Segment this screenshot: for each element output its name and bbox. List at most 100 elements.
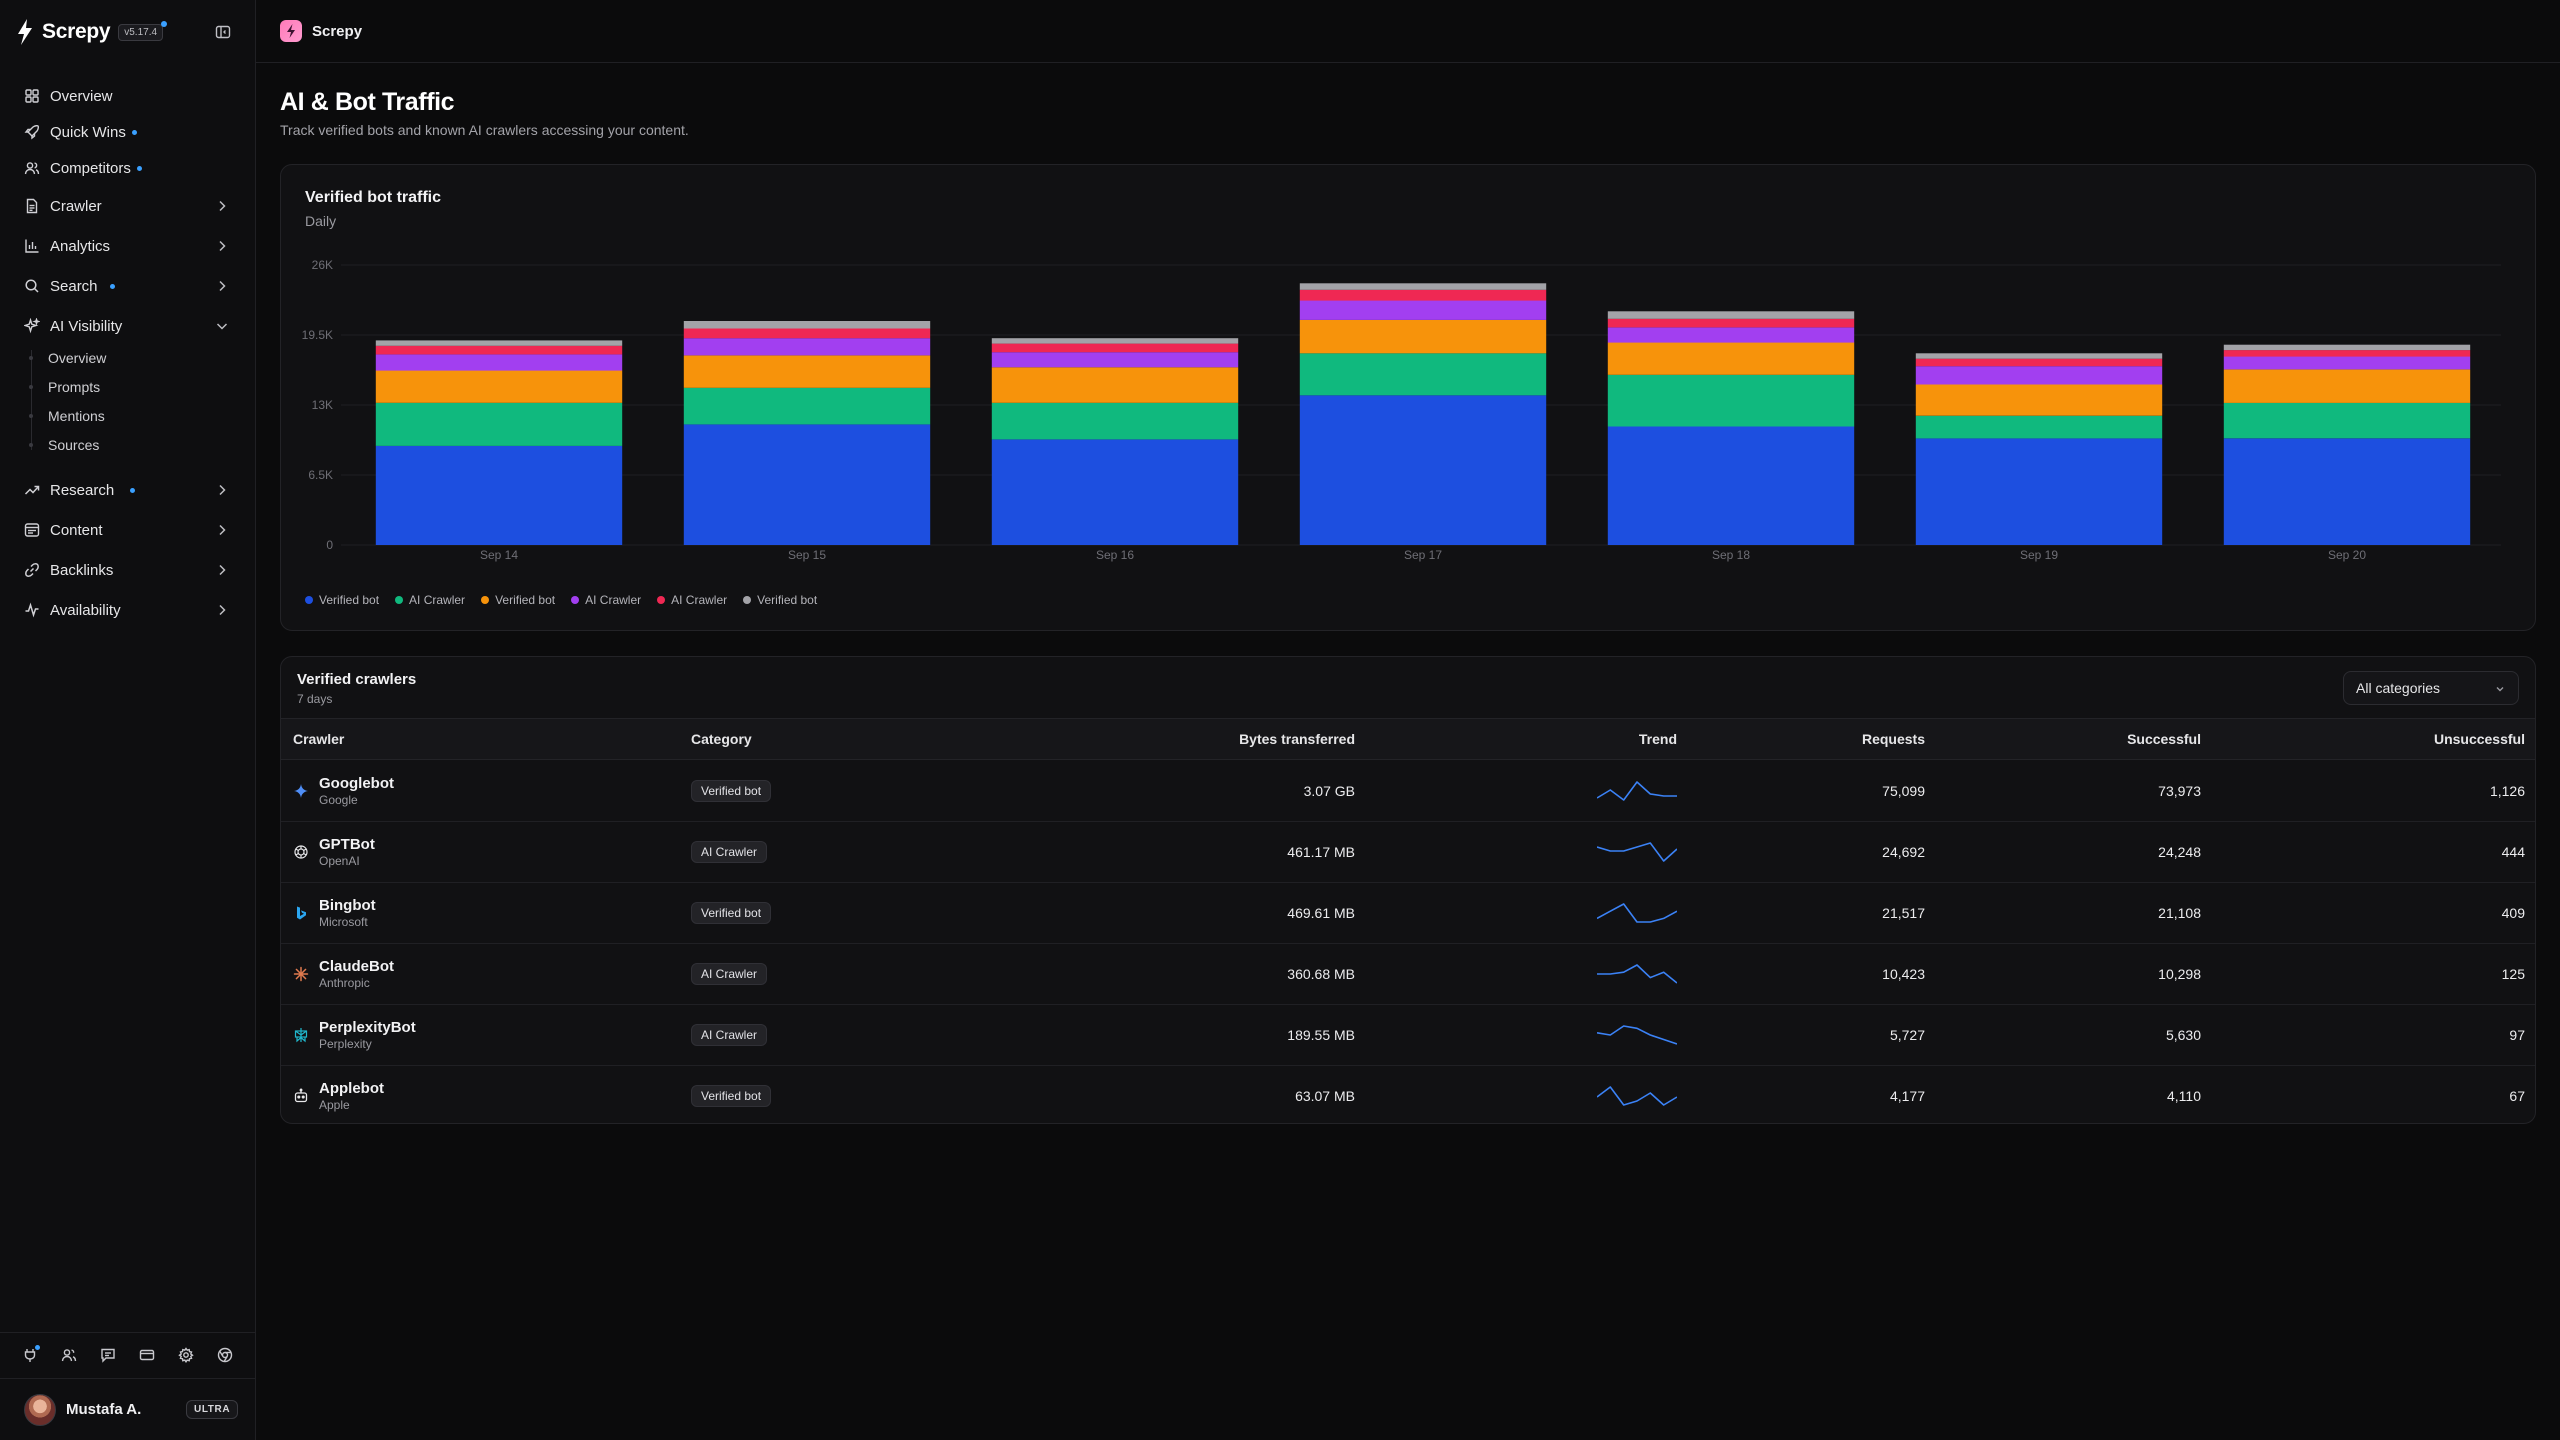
integrations-button[interactable] (20, 1344, 40, 1365)
bar-segment[interactable] (1915, 353, 2163, 359)
table-header: Crawler Category Bytes transferred Trend… (281, 718, 2535, 760)
crawler-name: GPTBot (319, 836, 375, 853)
chrome-icon (217, 1347, 233, 1362)
sidebar-item-research[interactable]: Research (12, 474, 238, 506)
team-button[interactable] (59, 1345, 79, 1365)
site-switcher[interactable]: Screpy (312, 22, 363, 40)
bar-segment[interactable] (683, 387, 931, 425)
bar-segment[interactable] (991, 338, 1239, 344)
billing-button[interactable] (137, 1345, 157, 1365)
bar-segment[interactable] (1299, 319, 1547, 354)
search-icon (25, 279, 39, 293)
site-logo[interactable] (280, 20, 302, 42)
legend-item[interactable]: AI Crawler (395, 593, 465, 607)
bar-segment[interactable] (991, 367, 1239, 403)
bar-segment[interactable] (683, 321, 931, 329)
bar-segment[interactable] (991, 352, 1239, 368)
collapse-sidebar-button[interactable] (212, 21, 234, 43)
sidebar-item-crawler[interactable]: Crawler (12, 190, 238, 222)
bar-segment[interactable] (1299, 289, 1547, 301)
bar-segment[interactable] (1607, 374, 1855, 427)
bar-segment[interactable] (991, 343, 1239, 353)
legend-item[interactable]: AI Crawler (571, 593, 641, 607)
bar-segment[interactable] (1299, 395, 1547, 545)
table-row[interactable]: Googlebot Google Verified bot 3.07 GB 75,099… (281, 761, 2535, 822)
bar-segment[interactable] (375, 340, 623, 346)
bar-segment[interactable] (1915, 438, 2163, 545)
feedback-button[interactable] (98, 1345, 118, 1365)
column-header-category[interactable]: Category (691, 731, 752, 747)
bar-segment[interactable] (1915, 415, 2163, 439)
settings-button[interactable] (176, 1345, 196, 1365)
sidebar-item-analytics[interactable]: Analytics (12, 230, 238, 262)
bar-segment[interactable] (683, 338, 931, 356)
bar-segment[interactable] (683, 328, 931, 339)
sidebar-item-content[interactable]: Content (12, 514, 238, 546)
sidebar-item-overview[interactable]: Overview (12, 80, 238, 112)
sidebar-subitem-sources[interactable]: Sources (29, 432, 99, 458)
bar-segment[interactable] (1607, 318, 1855, 328)
user-menu[interactable]: Mustafa A. ULTRA (0, 1378, 256, 1440)
bar-segment[interactable] (1607, 426, 1855, 546)
bar-segment[interactable] (1607, 342, 1855, 375)
brand[interactable]: Screpy v5.17.4 (16, 16, 168, 48)
bar-segment[interactable] (1607, 327, 1855, 343)
sidebar-item-label: Crawler (50, 197, 102, 215)
submenu-dot (29, 356, 33, 360)
column-header-successful[interactable]: Successful (2127, 731, 2201, 747)
bar-segment[interactable] (2223, 402, 2471, 439)
legend-item[interactable]: Verified bot (305, 593, 379, 607)
bar-segment[interactable] (1299, 283, 1547, 290)
category-filter-select[interactable]: All categories (2343, 671, 2519, 705)
sidebar-item-search[interactable]: Search (12, 270, 238, 302)
table-row[interactable]: ClaudeBot Anthropic AI Crawler 360.68 MB 10,… (281, 944, 2535, 1005)
column-header-bytes[interactable]: Bytes transferred (1239, 731, 1355, 747)
bar-segment[interactable] (375, 445, 623, 545)
legend-item[interactable]: Verified bot (743, 593, 817, 607)
sidebar-item-backlinks[interactable]: Backlinks (12, 554, 238, 586)
bar-segment[interactable] (1299, 353, 1547, 396)
column-header-unsuccessful[interactable]: Unsuccessful (2433, 731, 2525, 747)
bar-segment[interactable] (683, 424, 931, 545)
crawler-cell: PerplexityBot Perplexity (293, 1005, 416, 1065)
bar-segment[interactable] (375, 354, 623, 371)
bar-segment[interactable] (683, 355, 931, 388)
bar-segment[interactable] (991, 402, 1239, 440)
x-tick-label: Sep 14 (480, 548, 518, 562)
bar-segment[interactable] (2223, 344, 2471, 351)
bar-segment[interactable] (2223, 438, 2471, 545)
legend-swatch (305, 596, 313, 604)
crawler-name: Applebot (319, 1080, 384, 1097)
bar-segment[interactable] (1915, 358, 2163, 367)
bar-segment[interactable] (1915, 384, 2163, 416)
legend-item[interactable]: Verified bot (481, 593, 555, 607)
bytes-cell: 3.07 GB (1303, 783, 1355, 799)
bar-segment[interactable] (2223, 369, 2471, 403)
extension-button[interactable] (215, 1345, 235, 1365)
sidebar-item-ai-visibility[interactable]: AI Visibility (12, 310, 238, 342)
bar-segment[interactable] (2223, 350, 2471, 357)
legend-item[interactable]: AI Crawler (657, 593, 727, 607)
sidebar-item-availability[interactable]: Availability (12, 594, 238, 626)
sidebar-item-quick-wins[interactable]: Quick Wins (12, 116, 238, 148)
bar-chart-icon (25, 239, 39, 253)
table-row[interactable]: Applebot Apple Verified bot 63.07 MB 4,177 4,… (281, 1066, 2535, 1123)
bar-segment[interactable] (375, 370, 623, 403)
bar-segment[interactable] (1607, 311, 1855, 319)
sidebar-subitem-prompts[interactable]: Prompts (29, 374, 100, 400)
table-row[interactable]: Bingbot Microsoft Verified bot 469.61 MB 21,… (281, 883, 2535, 944)
bar-segment[interactable] (1915, 366, 2163, 385)
submenu-dot (29, 385, 33, 389)
column-header-requests[interactable]: Requests (1861, 731, 1925, 747)
table-row[interactable]: GPTBot OpenAI AI Crawler 461.17 MB 24,692 24,… (281, 822, 2535, 883)
bar-segment[interactable] (2223, 356, 2471, 370)
bar-segment[interactable] (375, 402, 623, 446)
column-header-crawler[interactable]: Crawler (293, 731, 345, 747)
sidebar-subitem-mentions[interactable]: Mentions (29, 403, 105, 429)
sidebar-item-competitors[interactable]: Competitors (12, 152, 238, 184)
bar-segment[interactable] (1299, 300, 1547, 320)
bar-segment[interactable] (375, 345, 623, 355)
bar-segment[interactable] (991, 439, 1239, 546)
sidebar-subitem-overview[interactable]: Overview (29, 345, 106, 371)
table-row[interactable]: PerplexityBot Perplexity AI Crawler 189.55 … (281, 1005, 2535, 1066)
